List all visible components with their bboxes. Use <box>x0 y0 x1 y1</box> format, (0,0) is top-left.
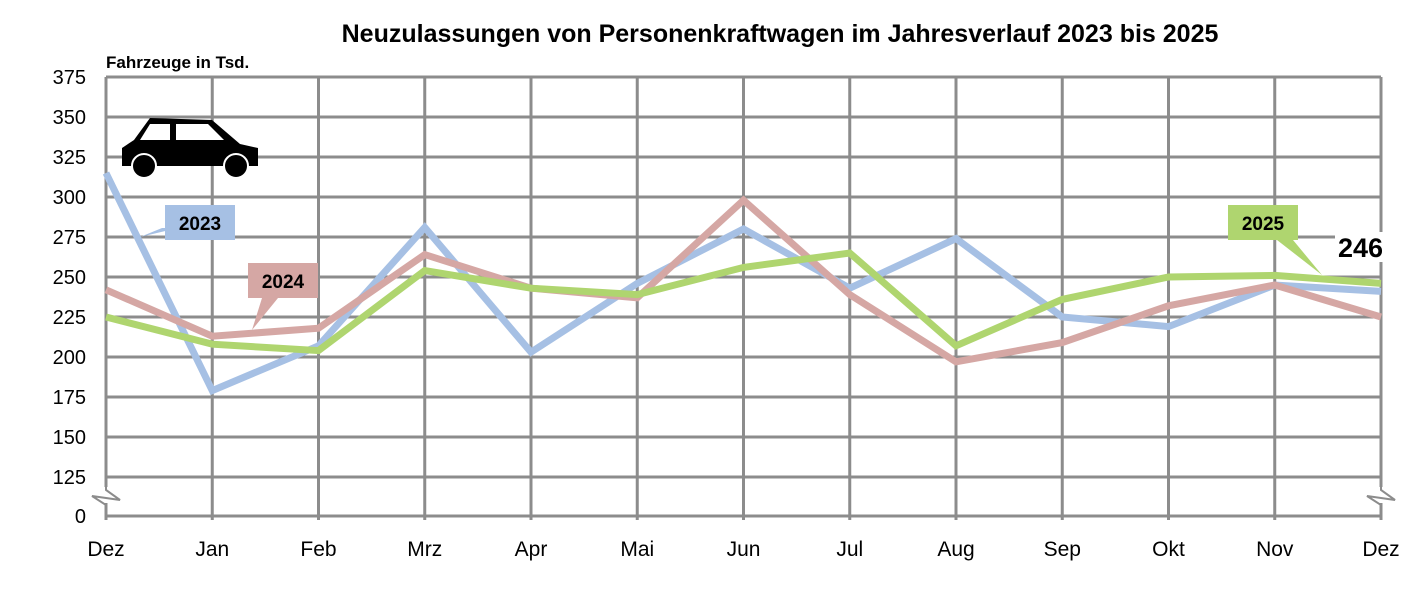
annotation-bg <box>1335 232 1395 262</box>
y-tick-label: 325 <box>53 147 86 169</box>
x-tick-label: Aug <box>937 538 974 561</box>
x-tick-label: Sep <box>1044 538 1081 561</box>
x-tick-label: Jul <box>836 538 863 561</box>
car-icon <box>122 118 258 179</box>
y-tick-label: 0 <box>75 506 86 528</box>
y-tick-label: 225 <box>53 307 86 329</box>
x-tick-label: Dez <box>1362 538 1399 561</box>
x-tick-labels: Dez Jan Feb Mrz Apr Mai Jun Jul Aug Sep Okt Nov Dez <box>87 538 1399 561</box>
data-label-last-value: 246 <box>1338 233 1383 263</box>
callout-box-2025 <box>1228 205 1298 240</box>
series-callouts: 2023 2024 2025 246 <box>140 205 1395 330</box>
series-lines <box>102 171 1383 396</box>
callout-pointer <box>1277 240 1322 275</box>
x-tick-label: Feb <box>300 538 336 561</box>
chart-title: Neuzulassungen von Personenkraftwagen im… <box>342 20 1219 48</box>
y-tick-label: 275 <box>53 227 86 249</box>
legend-label-2024: 2024 <box>262 272 305 293</box>
legend-label-2025: 2025 <box>1242 214 1285 235</box>
y-tick-label: 250 <box>53 267 86 289</box>
x-tick-label: Jun <box>727 538 761 561</box>
y-tick-label: 175 <box>53 387 86 409</box>
series-line-2023 <box>102 171 1382 396</box>
y-axis-label: Fahrzeuge in Tsd. <box>106 53 249 72</box>
y-tick-label: 375 <box>53 67 86 89</box>
x-tick-label: Dez <box>87 538 124 561</box>
y-tick-label: 350 <box>53 107 86 129</box>
callout-box-2023 <box>165 205 235 240</box>
y-tick-labels: 0 125 150 175 200 225 250 275 300 325 350 375 <box>53 67 86 528</box>
legend-label-2023: 2023 <box>179 214 221 235</box>
x-tick-label: Nov <box>1256 538 1294 561</box>
axis-break-mark <box>91 485 121 510</box>
x-tick-label: Jan <box>195 538 229 561</box>
x-tick-label: Apr <box>515 538 548 561</box>
x-tick-label: Okt <box>1152 538 1185 561</box>
y-tick-label: 300 <box>53 187 86 209</box>
x-tick-label: Mrz <box>407 538 442 561</box>
series-line-2025 <box>105 249 1382 355</box>
y-tick-label: 200 <box>53 347 86 369</box>
series-line-2024 <box>104 195 1383 366</box>
y-tick-label: 150 <box>53 427 86 449</box>
callout-pointer <box>252 298 278 330</box>
x-tick-label: Mai <box>620 538 654 561</box>
callout-box-2024 <box>248 263 318 298</box>
axis-break-mark <box>1366 485 1396 510</box>
y-tick-label: 125 <box>53 467 86 489</box>
